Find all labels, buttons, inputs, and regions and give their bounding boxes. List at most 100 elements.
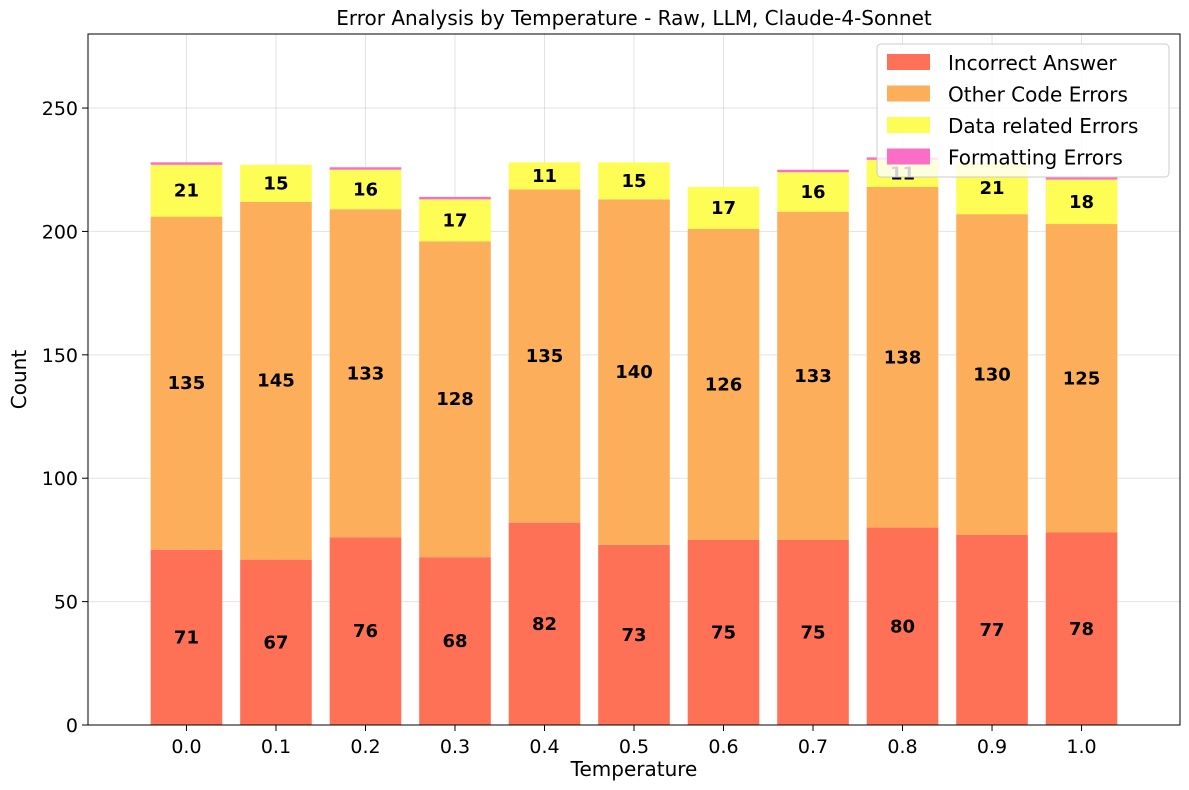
bar-value-label: 15: [621, 171, 646, 192]
bar-value-label: 145: [257, 371, 295, 392]
x-tick-label: 0.1: [261, 736, 291, 758]
bar-value-label: 140: [615, 362, 653, 383]
bar-segment-4: [419, 196, 491, 200]
bar-segment-1: [598, 544, 670, 725]
y-tick-label: 50: [54, 592, 78, 614]
bar-segment-2: [598, 199, 670, 545]
y-tick-label: 250: [42, 98, 78, 120]
bar-value-label: 17: [711, 198, 736, 219]
bar-value-label: 82: [532, 614, 557, 635]
bar-value-label: 130: [973, 365, 1011, 386]
bar-value-label: 80: [890, 616, 915, 637]
bars: [150, 157, 1118, 725]
bar-value-label: 11: [532, 166, 557, 187]
bar-segment-4: [150, 162, 223, 165]
x-tick-label: 0.3: [440, 736, 470, 758]
bar-segment-1: [240, 559, 312, 725]
bar-segment-4: [329, 167, 402, 170]
legend: Incorrect Answer Other Code Errors Data re…: [876, 43, 1170, 178]
bar-value-label: 75: [711, 622, 736, 643]
bar-segment-4: [777, 169, 849, 173]
bar-segment-2: [419, 241, 491, 558]
y-tick-label: 0: [66, 715, 78, 737]
bar-value-label: 133: [347, 363, 385, 384]
legend-box: [876, 43, 1170, 178]
x-tick-label: 0.6: [708, 736, 738, 758]
bar-segment-2: [777, 211, 849, 540]
legend-entry-label: Data related Errors: [948, 114, 1138, 138]
legend-swatch: [887, 85, 930, 102]
bar-labels: 71 67 76 68 82 73 75 75 80 77 78 135 145 133 128 135 140…: [168, 163, 1101, 653]
y-tick-label: 150: [42, 345, 78, 367]
bar-segment-3: [598, 162, 670, 200]
bar-segment-3: [777, 172, 849, 212]
y-tick-label: 200: [42, 221, 78, 243]
x-tick-label: 0.7: [798, 736, 828, 758]
bar-value-label: 133: [794, 366, 832, 387]
axis-ticks: 0 50 100 150 200 250 0.0 0.1 0.2 0.3 0.4 0.5 0.6 0.7 0…: [42, 98, 1097, 758]
bar-value-label: 68: [442, 631, 467, 652]
bar-segment-1: [687, 539, 760, 725]
bar-segment-2: [687, 228, 760, 540]
x-tick-label: 0.0: [171, 736, 201, 758]
bar-value-label: 125: [1063, 368, 1101, 389]
x-tick-label: 1.0: [1066, 736, 1096, 758]
bar-segment-3: [329, 169, 402, 210]
bar-value-label: 17: [442, 210, 467, 231]
x-tick-label: 0.9: [977, 736, 1007, 758]
bar-value-label: 67: [263, 632, 288, 653]
bar-segment-3: [240, 164, 312, 202]
bar-segment-1: [329, 537, 402, 725]
bar-value-label: 16: [353, 179, 378, 200]
bar-value-label: 21: [174, 181, 199, 202]
bar-value-label: 128: [436, 389, 474, 410]
bar-value-label: 138: [884, 347, 922, 368]
bar-segment-1: [866, 527, 939, 725]
y-tick-label: 100: [42, 468, 78, 490]
bar-value-label: 18: [1069, 192, 1094, 213]
legend-swatch: [887, 117, 930, 133]
bar-segment-2: [508, 189, 581, 523]
bar-value-label: 78: [1069, 619, 1094, 640]
bar-segment-1: [419, 557, 491, 725]
bar-segment-2: [866, 187, 939, 528]
bar-segment-2: [956, 214, 1028, 535]
bar-segment-2: [240, 201, 312, 560]
bar-value-label: 77: [980, 620, 1005, 641]
bar-segment-3: [150, 164, 223, 217]
x-tick-label: 0.2: [350, 736, 380, 758]
bar-segment-4: [1045, 177, 1118, 180]
bar-segment-2: [1045, 224, 1118, 533]
bar-segment-1: [777, 539, 849, 725]
x-axis-label: Temperature: [570, 757, 698, 781]
bar-segment-1: [150, 549, 223, 725]
bar-segment-1: [1045, 532, 1118, 725]
bar-value-label: 135: [168, 373, 206, 394]
bar-value-label: 16: [800, 182, 825, 203]
legend-swatch: [887, 148, 930, 165]
x-tick-label: 0.4: [529, 736, 559, 758]
bar-value-label: 21: [980, 178, 1005, 199]
bar-value-label: 15: [263, 173, 288, 194]
bar-value-label: 75: [800, 622, 825, 643]
x-tick-label: 0.5: [619, 736, 649, 758]
bar-value-label: 76: [353, 621, 378, 642]
bar-value-label: 126: [705, 374, 743, 395]
bar-value-label: 135: [526, 346, 564, 367]
bar-value-label: 71: [174, 627, 199, 648]
bar-segment-2: [329, 209, 402, 538]
chart-title: Error Analysis by Temperature - Raw, LLM…: [336, 6, 932, 30]
bar-segment-1: [956, 534, 1028, 725]
legend-entry-label: Formatting Errors: [948, 146, 1123, 170]
y-axis-label: Count: [7, 350, 31, 410]
legend-swatch: [887, 54, 930, 70]
bar-segment-2: [150, 216, 223, 550]
x-tick-label: 0.8: [887, 736, 917, 758]
bar-segment-3: [1045, 179, 1118, 225]
bar-segment-3: [419, 199, 491, 242]
bar-value-label: 73: [621, 625, 646, 646]
bar-segment-3: [687, 187, 760, 229]
bar-segment-1: [508, 522, 581, 725]
legend-entry-label: Other Code Errors: [948, 83, 1128, 107]
